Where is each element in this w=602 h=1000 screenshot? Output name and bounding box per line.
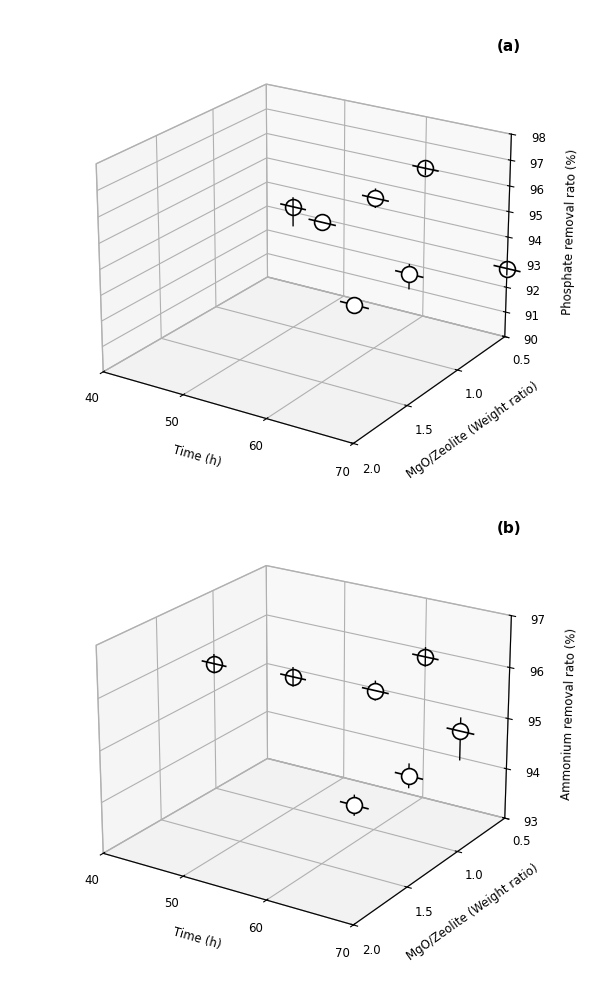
Text: (b): (b) bbox=[497, 521, 521, 536]
Y-axis label: MgO/Zeolite (Weight ratio): MgO/Zeolite (Weight ratio) bbox=[405, 861, 541, 963]
X-axis label: Time (h): Time (h) bbox=[172, 444, 223, 470]
Text: (a): (a) bbox=[497, 39, 521, 54]
Y-axis label: MgO/Zeolite (Weight ratio): MgO/Zeolite (Weight ratio) bbox=[405, 380, 541, 481]
X-axis label: Time (h): Time (h) bbox=[172, 925, 223, 951]
